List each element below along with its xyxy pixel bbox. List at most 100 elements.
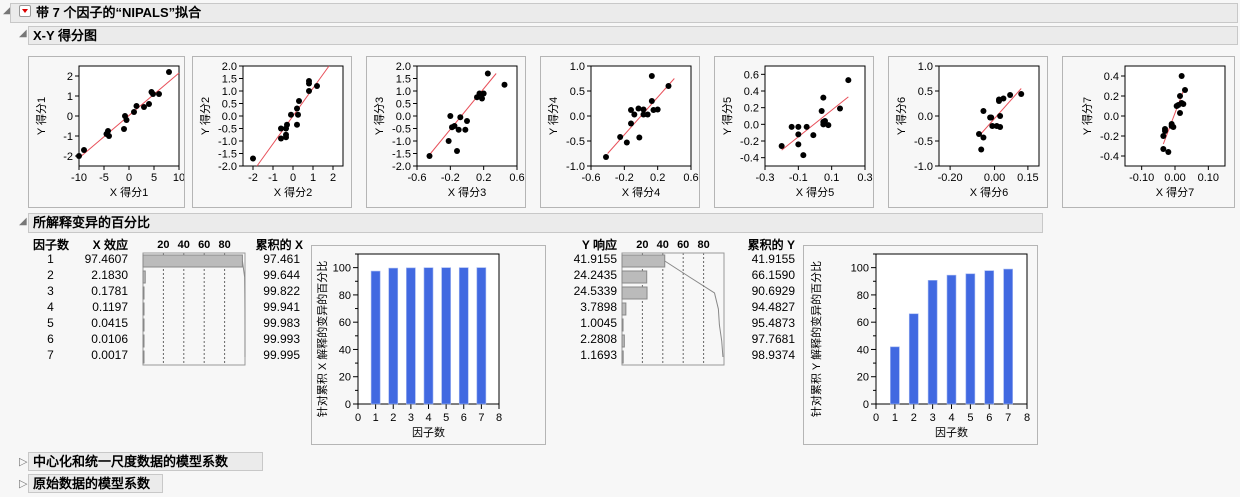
bar — [946, 274, 957, 405]
effect-bar — [621, 350, 624, 364]
bar — [908, 313, 919, 405]
y-tick-label: -0.2 — [1100, 131, 1119, 143]
y-axis-label: 针对累积 Y 解释的变异的百分比 — [809, 261, 823, 417]
x-tick-label: 7 — [1005, 412, 1011, 424]
red-triangle-menu-icon[interactable] — [19, 5, 31, 17]
x-tick-label: -0.6 — [582, 172, 601, 184]
x-tick-label: 1 — [373, 412, 379, 424]
scale-label: 20 — [157, 239, 169, 251]
y-effect-bars: 20 40 60 80 — [621, 239, 725, 366]
score-point — [837, 105, 843, 112]
y-tick-label: -0.5 — [914, 136, 933, 148]
score-point — [306, 80, 312, 87]
bar — [1003, 268, 1013, 405]
score-point — [640, 111, 647, 118]
x-tick-label: 2 — [911, 412, 917, 424]
y-axis-label: Y 得分4 — [547, 97, 560, 135]
cum-x-value: 97.461 — [263, 252, 300, 266]
col-x-effect: X 效应 — [92, 238, 128, 252]
bar — [423, 267, 434, 405]
y-effect-value: 24.5339 — [573, 284, 617, 298]
x-tick-label: 4 — [948, 412, 954, 424]
y-tick-label: -1.0 — [218, 136, 237, 148]
score-point — [283, 131, 289, 138]
scale-label: 60 — [677, 239, 689, 251]
collapse-triangle-icon[interactable]: ◢ — [3, 5, 11, 16]
collapse-triangle-icon[interactable]: ◢ — [19, 28, 27, 39]
x-tick-label: 8 — [1024, 412, 1030, 424]
x-axis-label: X 得分6 — [970, 186, 1009, 199]
y-tick-label: -0.5 — [392, 124, 411, 136]
bar — [370, 270, 381, 405]
x-axis-label: X 得分3 — [448, 186, 487, 199]
collapse-triangle-icon[interactable]: ◢ — [19, 216, 27, 227]
score-point — [457, 114, 464, 121]
effect-bar — [142, 334, 145, 348]
y-tick-label: 0.5 — [222, 99, 237, 111]
score-point — [1000, 95, 1007, 102]
expand-triangle-icon[interactable]: ▷ — [19, 456, 28, 468]
col-y-effect: Y 响应 — [581, 238, 617, 252]
y-tick-label: 0.0 — [918, 111, 933, 123]
x-tick-label: -0.2 — [441, 172, 460, 184]
cum-x-value: 99.941 — [263, 300, 300, 314]
x-tick-label: 0.6 — [683, 172, 698, 184]
y-tick-label: 1.0 — [918, 61, 933, 73]
x-axis-label: 因子数 — [935, 426, 968, 439]
x-effect-value: 0.1781 — [91, 284, 128, 298]
variance-header[interactable]: 所解释变异的百分比 — [28, 213, 1043, 233]
score-point — [464, 118, 470, 124]
score-point — [825, 122, 832, 129]
bar — [927, 280, 938, 405]
cum-x-value: 99.983 — [263, 316, 300, 330]
y-axis-label: Y 得分2 — [199, 97, 212, 135]
x-effect-value: 0.0106 — [91, 332, 128, 346]
y-tick-label: 0.2 — [1104, 91, 1119, 103]
score-point — [810, 132, 817, 139]
bar — [984, 270, 995, 405]
score-point — [156, 91, 162, 97]
score-point — [131, 109, 137, 115]
y-axis-label: Y 得分3 — [373, 97, 386, 135]
y-tick-label: 2 — [67, 71, 73, 83]
y-tick-label: -0.4 — [1100, 151, 1119, 163]
x-tick-label: -0.20 — [938, 172, 963, 184]
effect-bar — [142, 286, 145, 300]
score-point — [484, 70, 491, 77]
score-point — [1162, 126, 1168, 132]
score-point — [997, 113, 1004, 119]
cum-y-bar-chart: 0 20 40 60 80 100 0 1 2 3 4 5 6 7 8 因子数 针对累积 Y 解释的变异的百分比 — [809, 253, 1030, 439]
scores-header[interactable]: X-Y 得分图 — [28, 26, 1238, 45]
score-point — [795, 123, 802, 130]
score-point — [795, 131, 802, 138]
cum-x-value: 99.822 — [263, 284, 300, 298]
score-point — [978, 146, 985, 153]
score-plot-svg: -0.10 0.00 0.10 -0.4 -0.2 0.0 0.2 0.4 X 得分7 Y 得分7 — [1081, 65, 1226, 199]
y-effect-value: 41.9155 — [573, 252, 617, 266]
score-point — [654, 106, 661, 113]
expand-triangle-icon[interactable]: ▷ — [19, 478, 28, 490]
y-tick-label: -1 — [63, 131, 73, 143]
factor-number: 3 — [47, 284, 54, 298]
score-plot-svg: -0.6 -0.2 0.2 0.6 -2.0-1.5-1.0-0.50.00.51.01… — [373, 61, 525, 199]
score-point — [803, 123, 810, 130]
score-point — [1018, 91, 1025, 97]
score-point — [445, 138, 452, 144]
score-point — [635, 105, 642, 112]
y-tick-label: 0.0 — [396, 111, 411, 123]
original-coef-header[interactable]: 原始数据的模型系数 — [28, 474, 163, 493]
x-tick-label: 0.00 — [1164, 172, 1185, 184]
score-point — [250, 155, 256, 162]
score-point — [451, 123, 458, 129]
fit-line — [78, 72, 180, 159]
report-header[interactable]: 带 7 个因子的“NIPALS”拟合 — [10, 3, 1238, 23]
score-point — [1182, 87, 1188, 93]
score-point — [631, 111, 638, 118]
scale-label: 20 — [636, 239, 648, 251]
x-tick-label: 5 — [967, 412, 973, 424]
centered-coef-header[interactable]: 中心化和统一尺度数据的模型系数 — [28, 452, 263, 471]
y-tick-label: -0.4 — [740, 153, 759, 165]
score-point — [141, 104, 147, 110]
y-tick-label: 100 — [333, 263, 351, 275]
score-point — [665, 83, 672, 89]
